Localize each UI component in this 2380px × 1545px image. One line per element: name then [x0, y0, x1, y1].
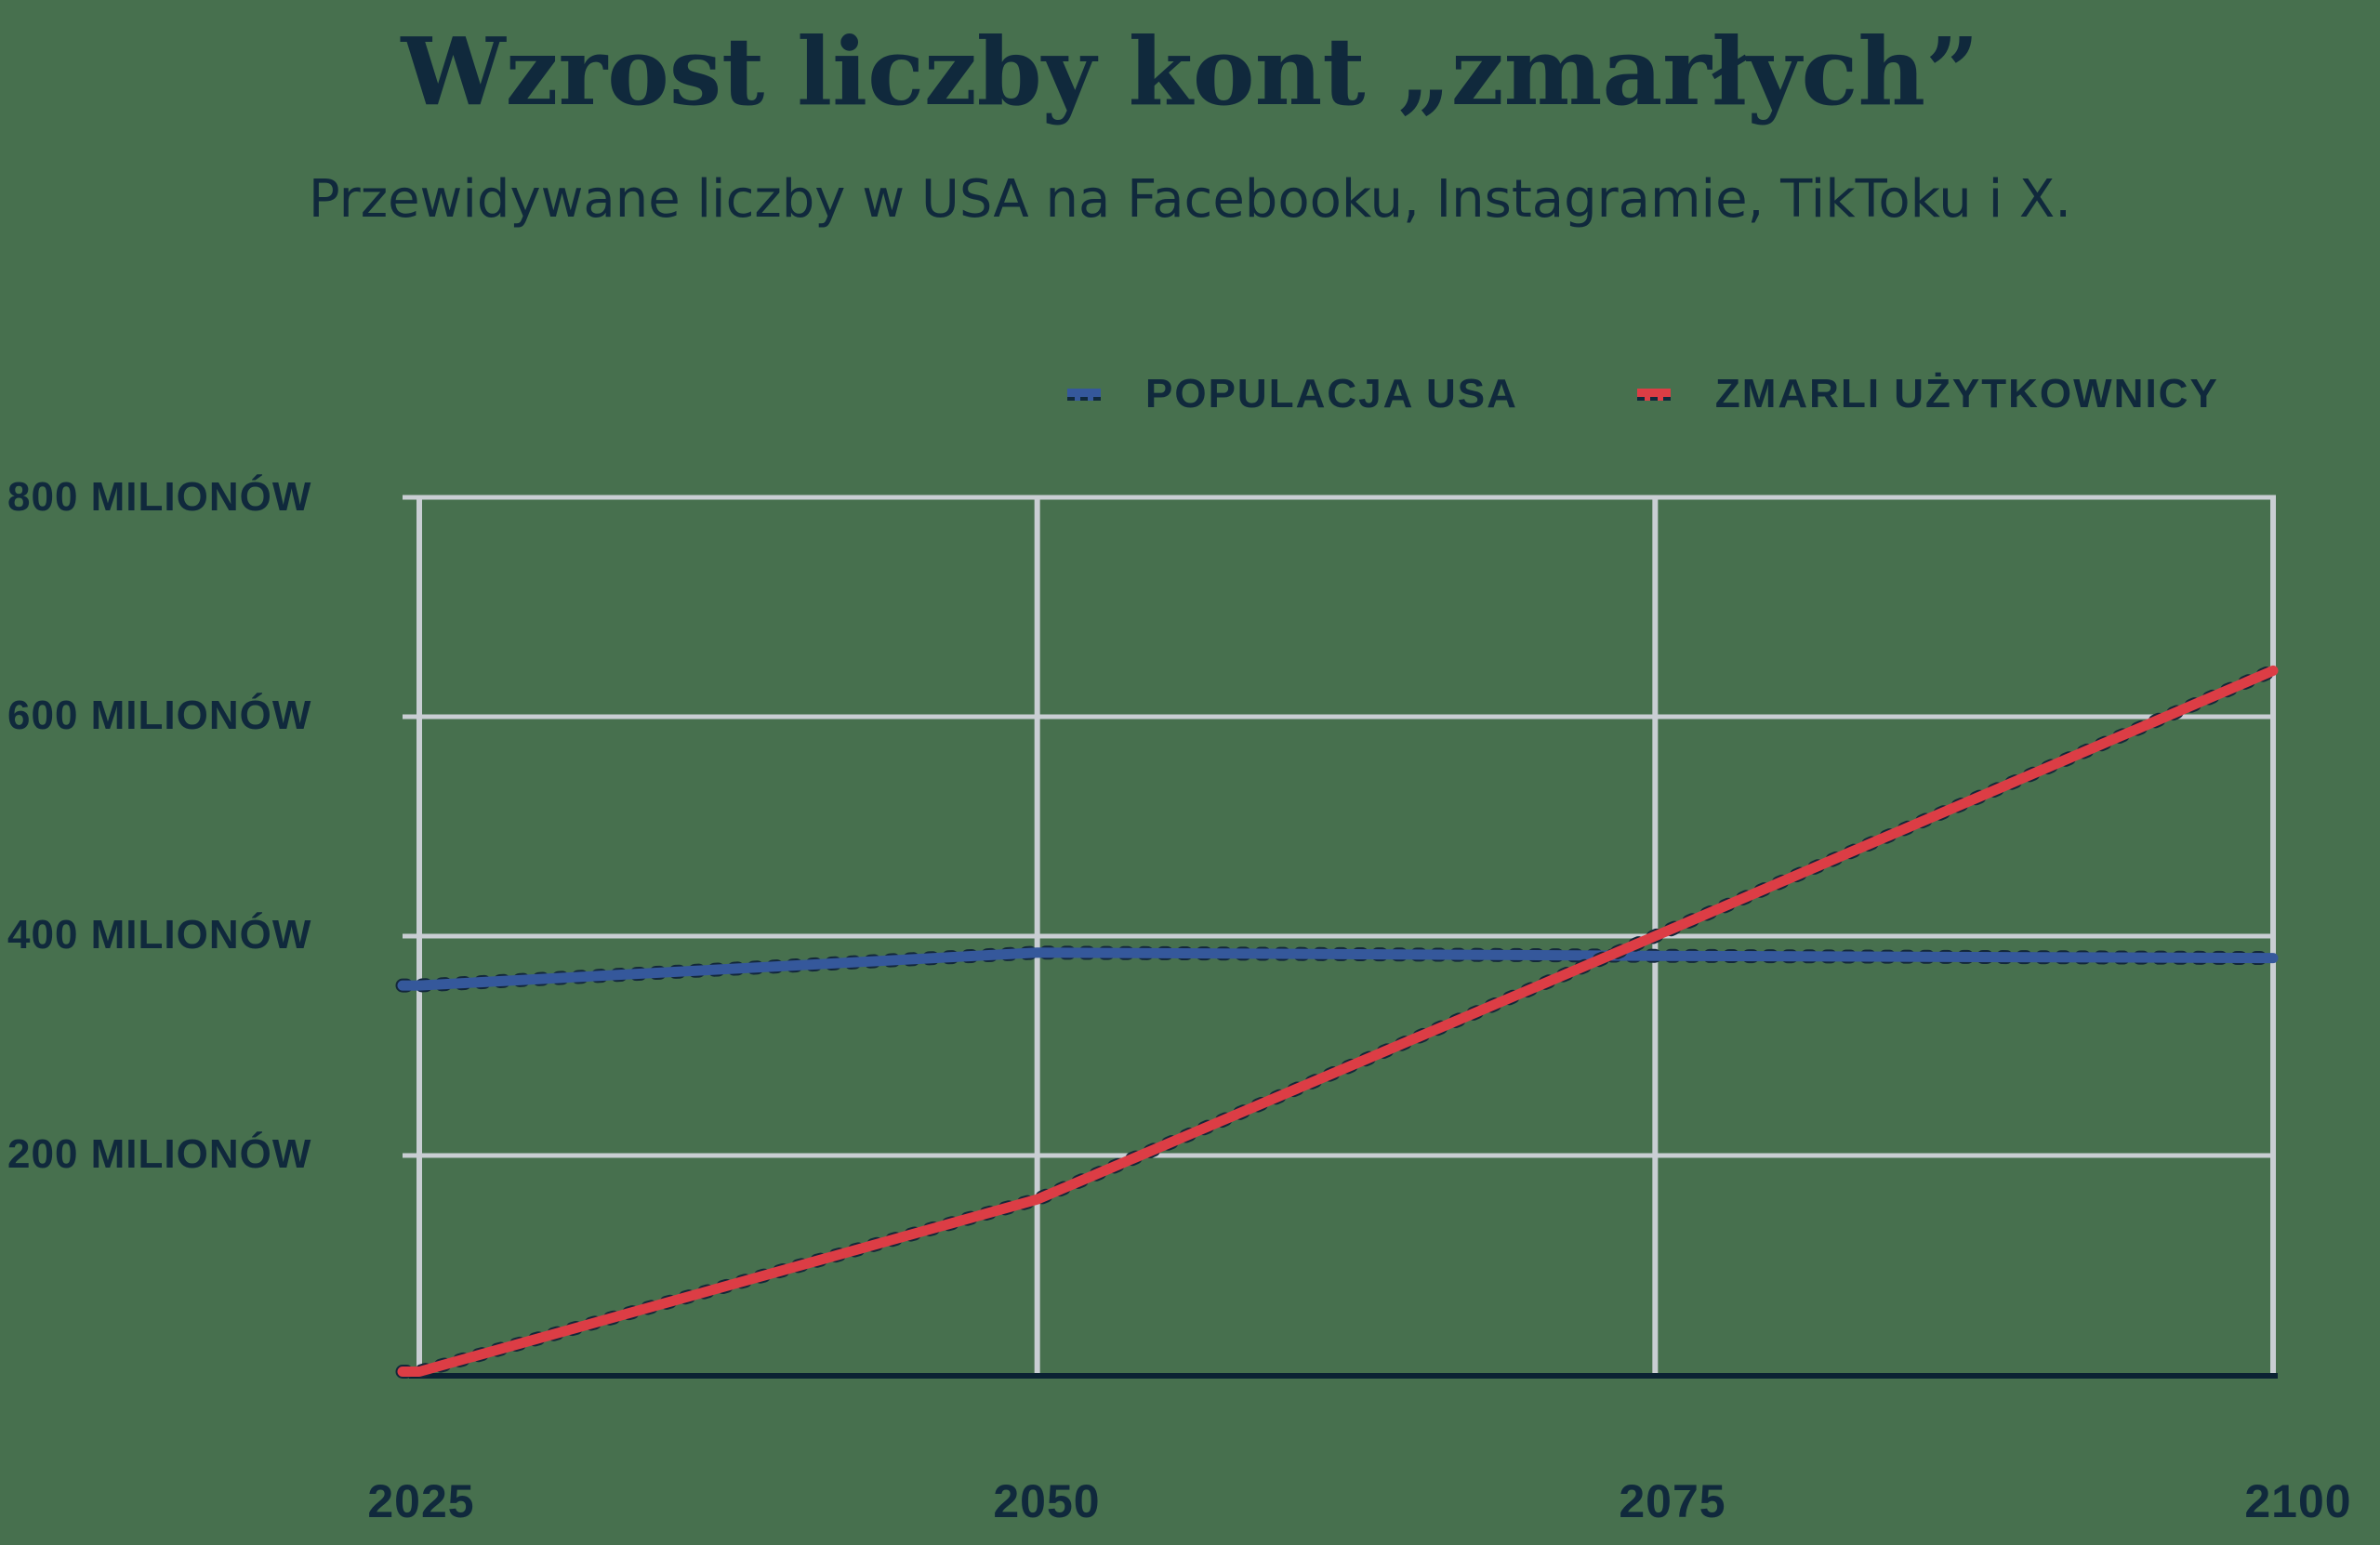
legend-item-dead-users: ZMARLI UŻYTKOWNICY — [1636, 371, 2219, 417]
y-tick-800: 800 MILIONÓW — [7, 474, 312, 520]
legend-item-population: POPULACJA USA — [1067, 371, 1518, 417]
series-line-0 — [397, 947, 2279, 991]
page-subtitle: Przewidywane liczby w USA na Facebooku, … — [308, 169, 2072, 230]
legend-label-dead-users: ZMARLI UŻYTKOWNICY — [1714, 371, 2219, 416]
y-tick-600: 600 MILIONÓW — [7, 693, 312, 738]
y-tick-200: 200 MILIONÓW — [7, 1131, 312, 1177]
dead-users-line-swatch-icon — [1636, 388, 1671, 401]
y-tick-400: 400 MILIONÓW — [7, 912, 312, 957]
series-line-1 — [397, 665, 2279, 1377]
x-tick-2075: 2075 — [1619, 1475, 1726, 1527]
x-tick-2100: 2100 — [2244, 1475, 2352, 1527]
series-dash-edge-1 — [395, 663, 2281, 1379]
legend-label-population: POPULACJA USA — [1145, 371, 1518, 416]
population-line-swatch-icon — [1067, 388, 1101, 401]
page-title: Wzrost liczby kont „zmarłych” — [401, 17, 1979, 126]
legend: POPULACJA USA ZMARLI UŻYTKOWNICY — [1067, 368, 2219, 420]
x-tick-2025: 2025 — [367, 1475, 475, 1527]
x-tick-2050: 2050 — [993, 1475, 1101, 1527]
